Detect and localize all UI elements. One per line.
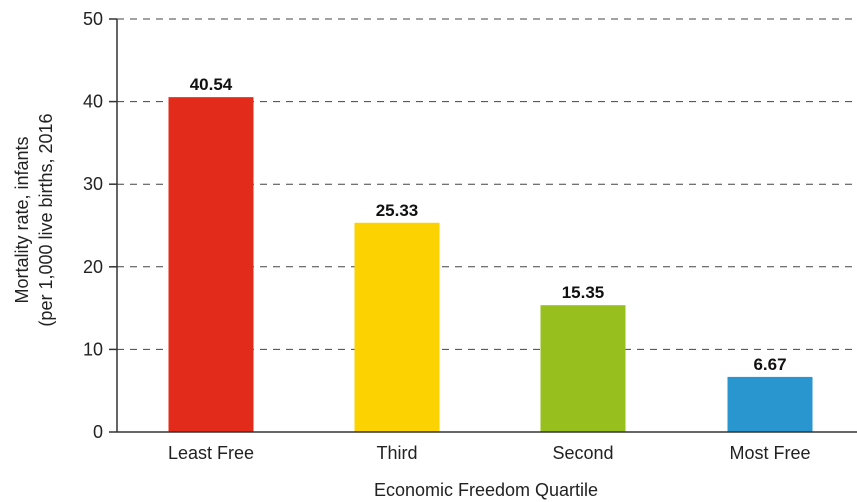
y-tick-label: 40 [83, 92, 103, 112]
x-tick-label: Most Free [729, 443, 810, 463]
bar-value-label: 25.33 [376, 201, 419, 220]
bar-value-label: 15.35 [562, 283, 605, 302]
x-tick-label: Least Free [168, 443, 254, 463]
bar-value-label: 6.67 [753, 355, 786, 374]
y-tick-label: 10 [83, 339, 103, 359]
x-tick-label: Third [376, 443, 417, 463]
bars [168, 97, 813, 433]
y-axis-title-line-2: (per 1,000 live births, 2016 [36, 113, 56, 326]
x-tick-label: Second [552, 443, 613, 463]
bar [168, 97, 254, 433]
x-axis-title: Economic Freedom Quartile [374, 480, 598, 500]
y-tick-label: 30 [83, 174, 103, 194]
bar-value-label: 40.54 [190, 75, 233, 94]
x-tick-labels: Least Free Third Second Most Free [168, 443, 811, 463]
bar [354, 222, 440, 432]
y-tick-label: 50 [83, 9, 103, 29]
y-tick-labels: 0 10 20 30 40 50 [83, 9, 117, 442]
y-axis-title-line-1: Mortality rate, infants [12, 136, 32, 303]
y-tick-label: 0 [93, 422, 103, 442]
bar [727, 376, 813, 432]
y-axis-title: Mortality rate, infants (per 1,000 live … [12, 113, 56, 326]
y-tick-label: 20 [83, 257, 103, 277]
value-labels: 40.54 25.33 15.35 6.67 [190, 75, 787, 374]
bar [540, 305, 626, 432]
